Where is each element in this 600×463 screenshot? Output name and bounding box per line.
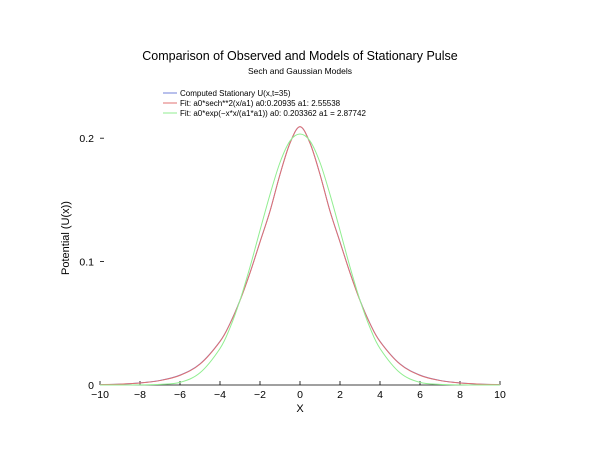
legend: Computed Stationary U(x,t=35)Fit: a0*sec… xyxy=(163,89,366,118)
series-line-2 xyxy=(99,126,501,386)
x-tick-label: 8 xyxy=(457,389,463,401)
x-tick-label: 0 xyxy=(297,389,303,401)
x-axis-title: X xyxy=(296,403,304,415)
chart-subtitle: Sech and Gaussian Models xyxy=(248,66,352,76)
x-tick-label: 6 xyxy=(417,389,423,401)
series-line-1 xyxy=(99,126,501,386)
x-tick-label: −2 xyxy=(254,389,266,401)
y-axis-title: Potential (U(x)) xyxy=(60,201,72,275)
series-line-3 xyxy=(99,133,501,386)
legend-entry: Computed Stationary U(x,t=35) xyxy=(180,89,291,98)
x-tick-label: −10 xyxy=(91,389,109,401)
y-tick-label: 0.2 xyxy=(79,133,94,145)
y-tick-label: 0 xyxy=(88,380,94,392)
x-tick-label: −4 xyxy=(214,389,226,401)
x-tick-label: 2 xyxy=(337,389,343,401)
axes: −10 −8 −6 −4 −2 0 2 4 6 8 10 0 0.1 0.2 xyxy=(79,133,506,401)
legend-entry: Fit: a0*exp(−x*x/(a1*a1)) a0: 0.203362 a… xyxy=(180,109,366,118)
x-tick-label: 10 xyxy=(494,389,506,401)
series-layer xyxy=(99,126,501,386)
x-tick-label: −6 xyxy=(174,389,186,401)
legend-entry: Fit: a0*sech**2(x/a1) a0:0.20935 a1: 2.5… xyxy=(180,99,341,108)
x-tick-label: −8 xyxy=(134,389,146,401)
y-tick-label: 0.1 xyxy=(79,257,94,269)
chart-title: Comparison of Observed and Models of Sta… xyxy=(142,49,457,63)
x-tick-label: 4 xyxy=(377,389,383,401)
